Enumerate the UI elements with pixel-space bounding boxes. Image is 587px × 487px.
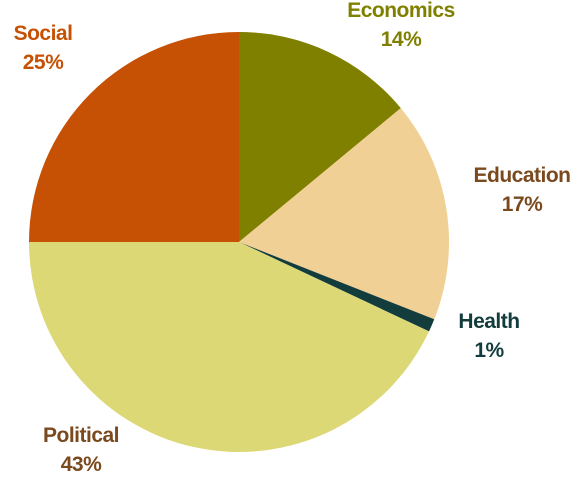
pie-slice-economics [239, 32, 401, 242]
slice-value-economics: 14% [381, 28, 422, 51]
slice-label-health: Health [458, 310, 519, 333]
pie-slice-education [239, 108, 449, 320]
pie-labels: Economics 14% Education 17% Health 1% Politica… [14, 0, 571, 476]
pie-slices [29, 32, 449, 452]
pie-slice-political [29, 242, 430, 452]
slice-label-social: Social [14, 22, 73, 45]
slice-value-education: 17% [502, 193, 543, 216]
slice-value-political: 43% [61, 453, 102, 476]
slice-label-political: Political [43, 424, 119, 447]
pie-slice-social [29, 32, 239, 242]
slice-value-social: 25% [23, 51, 64, 74]
slice-value-health: 1% [474, 339, 504, 362]
slice-label-economics: Economics [347, 0, 455, 22]
pie-slice-health [239, 242, 435, 332]
slice-label-education: Education [473, 164, 570, 187]
